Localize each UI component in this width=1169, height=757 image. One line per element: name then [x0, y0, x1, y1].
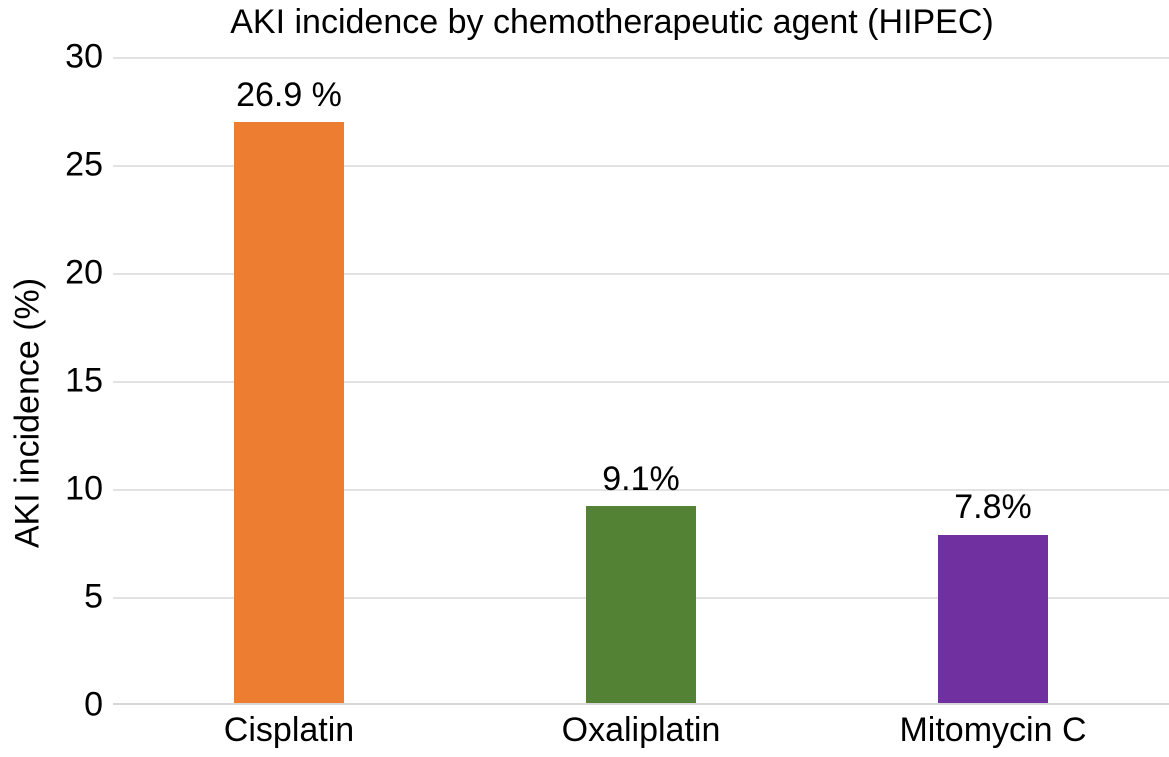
gridline-y-30 [113, 57, 1169, 59]
gridline-y-25 [113, 165, 1169, 167]
bar-cisplatin [234, 121, 344, 703]
bar-mitomycin-c [938, 534, 1048, 703]
bar-slot-2: 7.8% [817, 57, 1169, 703]
bar-value-label: 9.1% [602, 460, 680, 499]
chart-title: AKI incidence by chemotherapeutic agent … [230, 3, 994, 41]
y-tick-label-10: 10 [65, 469, 103, 508]
gridline-y-10 [113, 489, 1169, 491]
x-axis-category-labels: Cisplatin Oxaliplatin Mitomycin C [113, 711, 1169, 755]
x-tick-label-mitomycin-c: Mitomycin C [899, 711, 1087, 749]
y-tick-label-5: 5 [84, 577, 103, 616]
y-axis-tick-labels: 0 5 10 15 20 25 30 [0, 0, 103, 757]
x-tick-label-cisplatin: Cisplatin [223, 711, 355, 749]
y-tick-label-20: 20 [65, 253, 103, 292]
plot-area: 26.9 % 9.1% 7.8% [113, 57, 1169, 705]
y-tick-label-25: 25 [65, 145, 103, 184]
y-tick-label-0: 0 [84, 685, 103, 724]
bar-value-label: 26.9 % [236, 75, 342, 114]
gridline-y-15 [113, 381, 1169, 383]
gridline-y-20 [113, 273, 1169, 275]
bar-slot-0: 26.9 % [113, 57, 465, 703]
y-tick-label-15: 15 [65, 361, 103, 400]
bar-oxaliplatin [586, 506, 696, 703]
bar-value-label: 7.8% [954, 488, 1032, 527]
x-tick-label-oxaliplatin: Oxaliplatin [561, 711, 721, 749]
y-tick-label-30: 30 [65, 37, 103, 76]
bar-slot-1: 9.1% [465, 57, 817, 703]
